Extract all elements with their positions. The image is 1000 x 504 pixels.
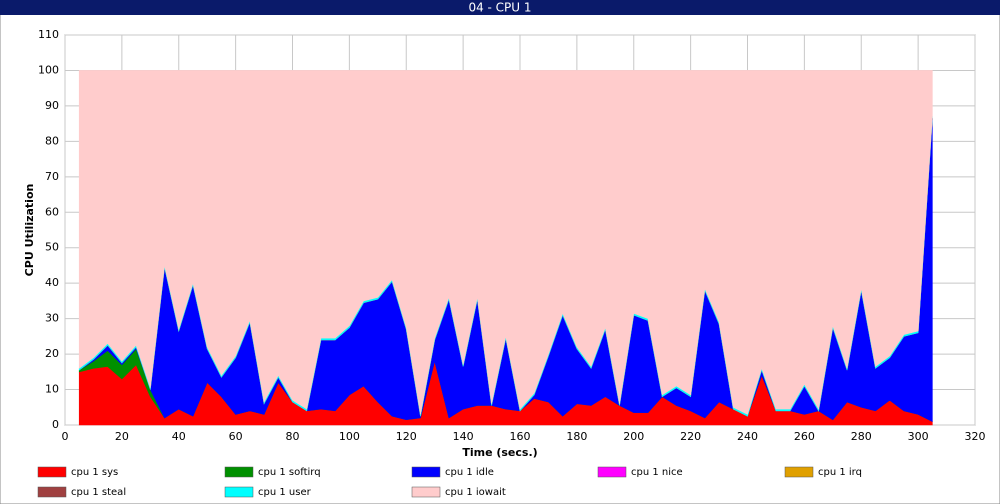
x-tick-label: 80 [286,430,300,443]
y-tick-label: 100 [38,63,59,76]
legend-label: cpu 1 softirq [258,467,321,478]
area [78,70,933,415]
legend-swatch [37,486,67,498]
y-tick-label: 80 [45,134,59,147]
y-tick-label: 110 [38,28,59,41]
x-axis-label: Time (secs.) [462,446,537,459]
legend-label: cpu 1 steal [71,487,126,498]
x-tick-label: 320 [965,430,986,443]
x-tick-label: 0 [62,430,69,443]
legend-swatch [37,466,67,478]
x-tick-label: 300 [908,430,929,443]
legend-label: cpu 1 iowait [445,487,506,498]
x-tick-label: 20 [115,430,129,443]
x-tick-label: 100 [339,430,360,443]
x-tick-label: 140 [453,430,474,443]
y-tick-label: 40 [45,276,59,289]
legend-label: cpu 1 user [258,487,312,498]
legend-label: cpu 1 idle [445,467,494,478]
legend-label: cpu 1 sys [71,467,118,478]
x-tick-label: 180 [566,430,587,443]
y-tick-label: 90 [45,99,59,112]
y-tick-label: 20 [45,347,59,360]
title-bar [0,0,1000,15]
x-tick-label: 160 [510,430,531,443]
x-tick-label: 60 [229,430,243,443]
x-tick-label: 260 [794,430,815,443]
x-tick-label: 220 [680,430,701,443]
x-tick-label: 240 [737,430,758,443]
y-axis-label: CPU Utilization [23,184,36,277]
y-tick-label: 50 [45,241,59,254]
legend-swatch [784,466,814,478]
legend-swatch [224,486,254,498]
y-tick-label: 60 [45,205,59,218]
legend-swatch [224,466,254,478]
legend-label: cpu 1 irq [818,467,862,478]
x-tick-label: 200 [623,430,644,443]
y-tick-label: 10 [45,383,59,396]
x-tick-label: 280 [851,430,872,443]
legend-label: cpu 1 nice [631,467,683,478]
legend-swatch [411,486,441,498]
x-tick-label: 120 [396,430,417,443]
x-tick-label: 40 [172,430,186,443]
chart-title: 04 - CPU 1 [468,1,531,15]
y-tick-label: 30 [45,312,59,325]
legend-swatch [597,466,627,478]
legend-swatch [411,466,441,478]
y-tick-label: 0 [52,418,59,431]
y-tick-label: 70 [45,170,59,183]
